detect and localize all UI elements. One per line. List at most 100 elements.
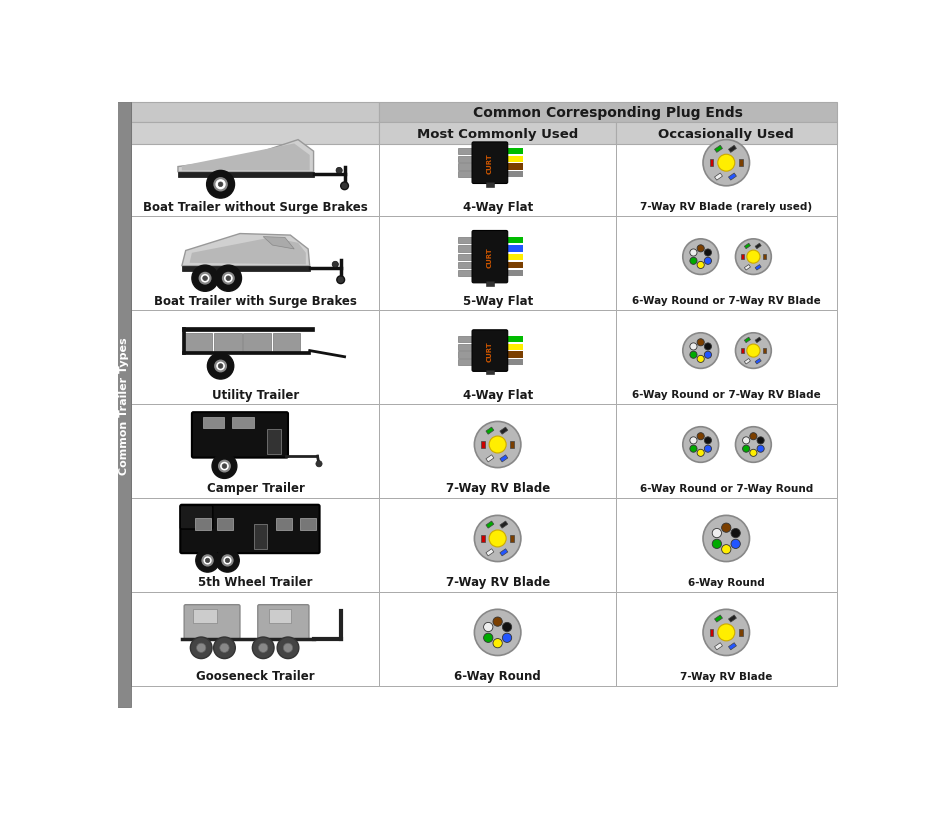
Circle shape [731,528,741,538]
Bar [506,262,524,269]
Circle shape [213,638,235,659]
Bar [270,609,291,624]
Circle shape [475,422,521,468]
Circle shape [223,556,232,566]
Polygon shape [728,615,736,623]
Circle shape [703,516,749,562]
Circle shape [757,446,764,452]
Circle shape [735,240,772,275]
Circle shape [283,643,292,653]
Circle shape [682,333,718,369]
Circle shape [192,265,218,292]
Circle shape [502,623,511,632]
Bar [458,149,474,155]
Circle shape [226,558,229,563]
Bar [132,592,380,686]
Bar [178,173,314,177]
Polygon shape [728,174,736,181]
Bar [506,344,524,351]
Text: 4-Way Flat: 4-Way Flat [462,388,533,401]
Circle shape [735,428,772,463]
Bar [300,519,316,530]
Polygon shape [714,146,723,153]
Circle shape [722,545,731,554]
Circle shape [196,643,206,653]
Circle shape [205,558,210,563]
Polygon shape [481,442,485,448]
Text: 7-Way RV Blade (rarely used): 7-Way RV Blade (rarely used) [640,202,812,212]
Bar [380,123,616,217]
Circle shape [746,345,760,357]
Bar [458,172,474,178]
Polygon shape [739,629,743,636]
Text: Most Commonly Used: Most Commonly Used [417,127,578,141]
Polygon shape [741,255,744,260]
Polygon shape [755,337,761,343]
Circle shape [340,183,349,190]
Polygon shape [744,244,750,250]
Circle shape [489,530,506,547]
Bar [458,270,474,277]
FancyBboxPatch shape [472,232,508,284]
Bar [506,352,524,358]
Polygon shape [755,359,761,365]
Circle shape [718,155,735,172]
Circle shape [697,450,704,457]
Bar [506,337,524,342]
Bar [616,499,837,592]
Circle shape [757,437,764,444]
Circle shape [212,454,237,479]
Bar [486,282,494,286]
Circle shape [196,549,219,572]
Circle shape [203,276,208,281]
Text: 6-Way Round: 6-Way Round [688,577,764,587]
Bar [132,123,380,217]
Bar [243,333,271,353]
Polygon shape [763,255,766,260]
Polygon shape [744,359,750,365]
Bar [380,217,616,311]
Polygon shape [486,456,494,462]
Circle shape [218,364,223,369]
Bar [380,311,616,404]
Circle shape [690,343,697,351]
Bar [506,246,524,252]
Polygon shape [486,521,494,528]
FancyBboxPatch shape [180,505,320,553]
Text: CURT: CURT [487,341,493,361]
Circle shape [475,609,521,656]
Bar [506,172,524,178]
Text: 7-Way RV Blade: 7-Way RV Blade [446,576,550,589]
Circle shape [493,617,502,627]
Circle shape [704,250,712,256]
Circle shape [718,624,735,641]
Bar [506,165,524,170]
Polygon shape [744,337,750,343]
Polygon shape [500,549,508,557]
Bar [380,592,616,686]
Circle shape [337,276,345,284]
Polygon shape [510,535,514,543]
Text: 6-Way Round or 7-Way RV Blade: 6-Way Round or 7-Way RV Blade [632,390,821,399]
Text: CURT: CURT [487,153,493,174]
Circle shape [735,333,772,369]
Polygon shape [714,643,723,650]
Circle shape [746,251,760,264]
Circle shape [697,339,704,347]
Text: Boat Trailer with Surge Brakes: Boat Trailer with Surge Brakes [154,294,357,307]
Bar [132,123,380,145]
Circle shape [502,633,511,643]
Circle shape [483,623,493,632]
Circle shape [690,446,697,452]
Bar [616,123,837,145]
Bar [380,123,616,145]
FancyBboxPatch shape [180,506,212,529]
Circle shape [219,461,230,472]
Bar [181,266,309,271]
FancyBboxPatch shape [192,413,288,458]
Bar [203,418,225,428]
Bar [458,238,474,244]
Circle shape [190,638,212,659]
Circle shape [252,638,274,659]
Bar [616,311,837,404]
